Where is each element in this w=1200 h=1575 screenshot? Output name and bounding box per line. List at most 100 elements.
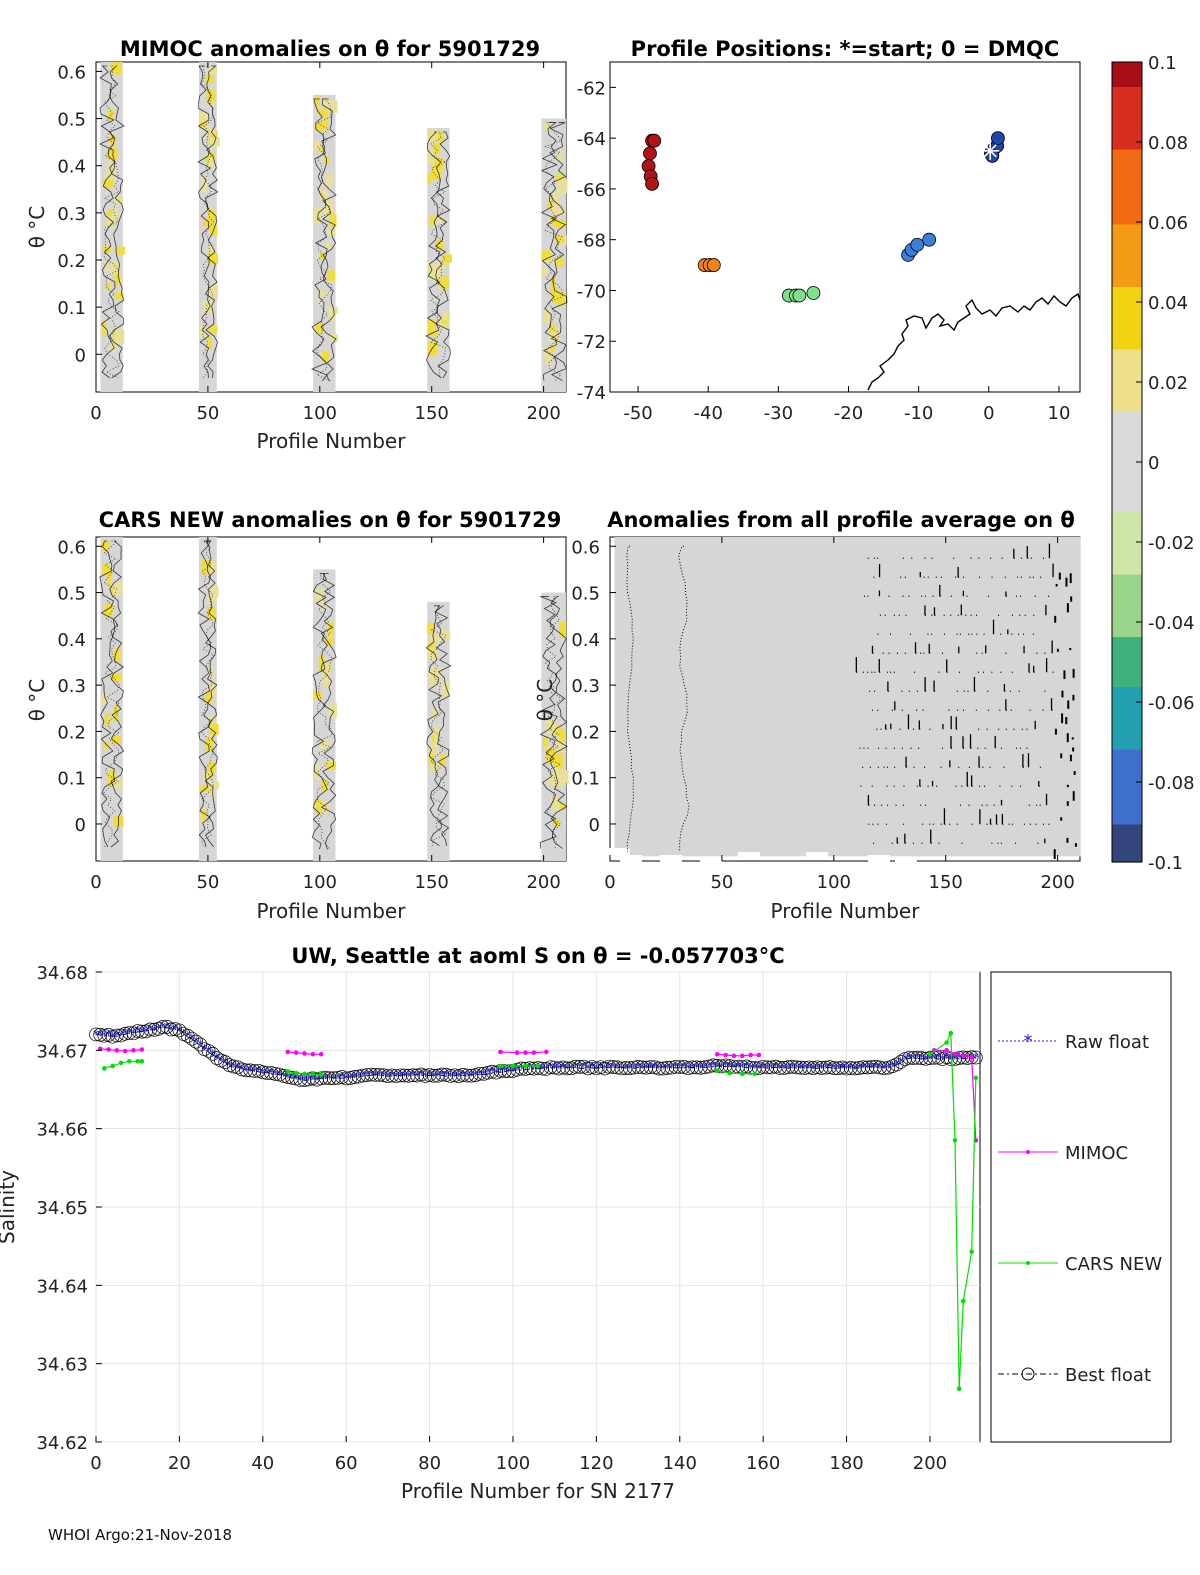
colorbar-band bbox=[1112, 462, 1142, 476]
positions-title: Profile Positions: *=start; 0 = DMQC bbox=[631, 37, 1060, 61]
anomaly-cell bbox=[542, 736, 549, 747]
raw-float-marker: * bbox=[447, 1070, 454, 1085]
anomaly-cell bbox=[208, 253, 219, 265]
raw-float-marker: * bbox=[568, 1062, 575, 1077]
raw-float-marker: * bbox=[151, 1024, 158, 1039]
raw-float-marker: * bbox=[122, 1028, 129, 1043]
best-float-marker bbox=[406, 1068, 420, 1083]
colorbar: 0.1 0.08 0.06 0.04 0.02 0 -0.02 -0.04 -0.06 -0.08… bbox=[1111, 53, 1195, 874]
stipple-mark bbox=[1074, 843, 1077, 847]
anomaly-cell bbox=[107, 110, 114, 121]
anomaly-cell bbox=[101, 541, 110, 551]
contour-line bbox=[320, 573, 337, 850]
raw-float-marker: * bbox=[618, 1062, 625, 1077]
raw-float-marker: * bbox=[376, 1069, 383, 1084]
anomaly-cell bbox=[554, 329, 560, 344]
y-tick-label: 0.5 bbox=[57, 584, 86, 605]
stipple-mark bbox=[1073, 771, 1076, 775]
raw-float-marker: * bbox=[660, 1063, 667, 1078]
cars-point bbox=[293, 1070, 299, 1076]
y-tick-label: 0.4 bbox=[57, 630, 86, 651]
raw-float-marker: * bbox=[906, 1052, 913, 1067]
stipple-row bbox=[869, 677, 1046, 692]
raw-float-marker: * bbox=[272, 1068, 279, 1083]
raw-float-marker: * bbox=[622, 1062, 629, 1077]
anomaly-cell bbox=[105, 216, 115, 228]
mimoc-point bbox=[731, 1053, 737, 1059]
stipple-mark bbox=[1065, 577, 1068, 587]
contour-line bbox=[549, 122, 568, 381]
anomaly-cell bbox=[207, 336, 212, 349]
colorbar-band bbox=[1112, 87, 1142, 101]
contour-line bbox=[678, 545, 690, 852]
best-float-marker bbox=[660, 1061, 675, 1075]
anomaly-cell bbox=[320, 801, 330, 813]
raw-float-marker: * bbox=[827, 1061, 834, 1076]
best-float-marker bbox=[172, 1023, 187, 1038]
raw-float-marker: * bbox=[868, 1061, 875, 1076]
best-float-marker bbox=[802, 1060, 816, 1075]
anomaly-cell bbox=[313, 207, 322, 224]
cars-point bbox=[102, 1066, 107, 1071]
stipple-mark bbox=[1054, 615, 1057, 623]
allavg-title: Anomalies from all profile average on θ bbox=[607, 508, 1075, 532]
colorbar-band bbox=[1112, 737, 1142, 751]
raw-float-marker: * bbox=[772, 1061, 779, 1076]
cars-line bbox=[717, 1070, 755, 1075]
raw-float-marker: * bbox=[564, 1062, 571, 1077]
best-float-marker bbox=[697, 1060, 712, 1075]
raw-float-marker: * bbox=[260, 1066, 267, 1081]
raw-float-marker: * bbox=[677, 1061, 684, 1076]
raw-float-marker: * bbox=[451, 1069, 458, 1084]
x-tick-label: 20 bbox=[168, 1453, 191, 1474]
colorbar-band bbox=[1112, 337, 1142, 351]
best-float-marker bbox=[960, 1051, 975, 1065]
best-float-marker bbox=[685, 1060, 700, 1075]
raw-float-marker: * bbox=[501, 1065, 508, 1080]
raw-float-marker: * bbox=[902, 1053, 909, 1068]
raw-float-marker: * bbox=[572, 1061, 579, 1076]
raw-float-marker: * bbox=[510, 1065, 517, 1080]
best-float-marker bbox=[456, 1068, 470, 1082]
anomaly-cell bbox=[111, 673, 121, 682]
best-float-marker bbox=[435, 1067, 449, 1082]
legend-mimoc-label: MIMOC bbox=[1065, 1143, 1128, 1164]
stipple-mark bbox=[1069, 573, 1072, 584]
mimoc-point bbox=[114, 1048, 120, 1053]
stipple-row bbox=[860, 771, 1040, 787]
stipple-row bbox=[867, 543, 1051, 559]
anomaly-cell bbox=[313, 141, 321, 151]
gap-cell bbox=[895, 860, 917, 868]
y-tick-label: 0.6 bbox=[57, 537, 86, 558]
raw-float-marker: * bbox=[497, 1065, 504, 1080]
anomaly-cell bbox=[110, 134, 117, 145]
anomaly-cell bbox=[326, 229, 336, 236]
colorbar-band bbox=[1112, 599, 1142, 613]
anomaly-cell bbox=[104, 603, 113, 617]
anomaly-cell bbox=[437, 260, 447, 271]
colorbar-band bbox=[1112, 237, 1142, 251]
anomaly-cell bbox=[210, 285, 219, 300]
y-tick-label: 0.5 bbox=[57, 110, 86, 131]
raw-float-marker: * bbox=[877, 1061, 884, 1076]
stipple-mark bbox=[1061, 713, 1064, 724]
best-float-marker bbox=[785, 1059, 800, 1074]
anomaly-cell bbox=[109, 342, 116, 352]
mimoc-point bbox=[293, 1050, 299, 1055]
stipple-row bbox=[877, 619, 1034, 635]
colorbar-tick-label: -0.1 bbox=[1148, 853, 1183, 874]
stipple-row bbox=[862, 753, 1041, 768]
colorbar-tick-label: 0.1 bbox=[1148, 53, 1177, 74]
legend-raw-label: Raw float bbox=[1065, 1032, 1149, 1053]
best-float-marker bbox=[385, 1068, 399, 1083]
best-float-marker bbox=[689, 1060, 704, 1075]
x-tick-label: -20 bbox=[834, 403, 863, 424]
cars-point bbox=[715, 1068, 720, 1073]
anomaly-cell bbox=[427, 129, 438, 145]
best-float-marker bbox=[218, 1055, 233, 1069]
x-tick-label: 0 bbox=[90, 872, 101, 893]
colorbar-band bbox=[1112, 262, 1142, 276]
legend-mimoc: MIMOC bbox=[998, 1143, 1128, 1164]
raw-float-marker: * bbox=[714, 1060, 721, 1075]
anomaly-cell bbox=[104, 713, 111, 727]
